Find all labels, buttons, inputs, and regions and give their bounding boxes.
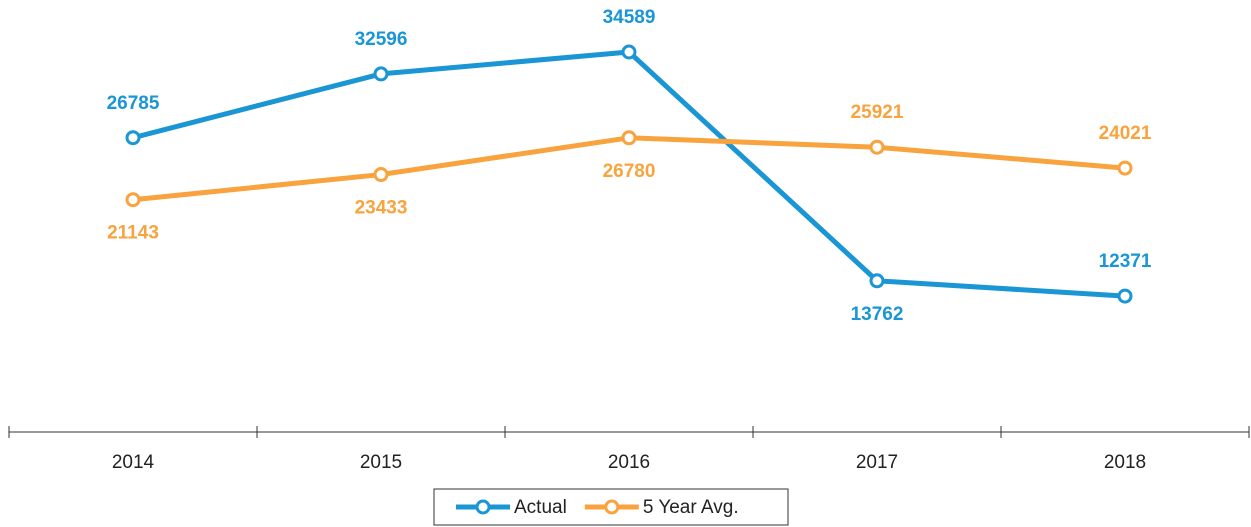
legend-marker [475, 499, 491, 515]
point [373, 167, 389, 183]
legend: Actual 5 Year Avg. [433, 488, 789, 526]
data-label: 13762 [851, 304, 904, 325]
data-label: 12371 [1099, 251, 1152, 272]
data-label: 23433 [355, 198, 408, 219]
x-tick-label: 2015 [360, 452, 402, 473]
data-label: 32596 [355, 29, 408, 50]
point [125, 130, 141, 146]
point [621, 44, 637, 60]
data-label: 26785 [107, 93, 160, 114]
legend-label: 5 Year Avg. [643, 497, 739, 518]
x-tick-label: 2018 [1104, 452, 1146, 473]
point [125, 192, 141, 208]
point [1117, 288, 1133, 304]
x-tick-label: 2014 [112, 452, 155, 473]
point [373, 66, 389, 82]
data-label: 26780 [603, 161, 656, 182]
point [621, 130, 637, 146]
x-tick-label: 2017 [856, 452, 898, 473]
point [869, 139, 885, 155]
data-label: 21143 [107, 223, 159, 244]
legend-marker [604, 499, 620, 515]
x-tick-label: 2016 [608, 452, 650, 473]
data-label: 24021 [1099, 123, 1152, 144]
data-label: 34589 [603, 7, 656, 28]
point [1117, 160, 1133, 176]
point [869, 273, 885, 289]
data-label: 25921 [851, 102, 904, 123]
legend-label: Actual [514, 497, 567, 518]
